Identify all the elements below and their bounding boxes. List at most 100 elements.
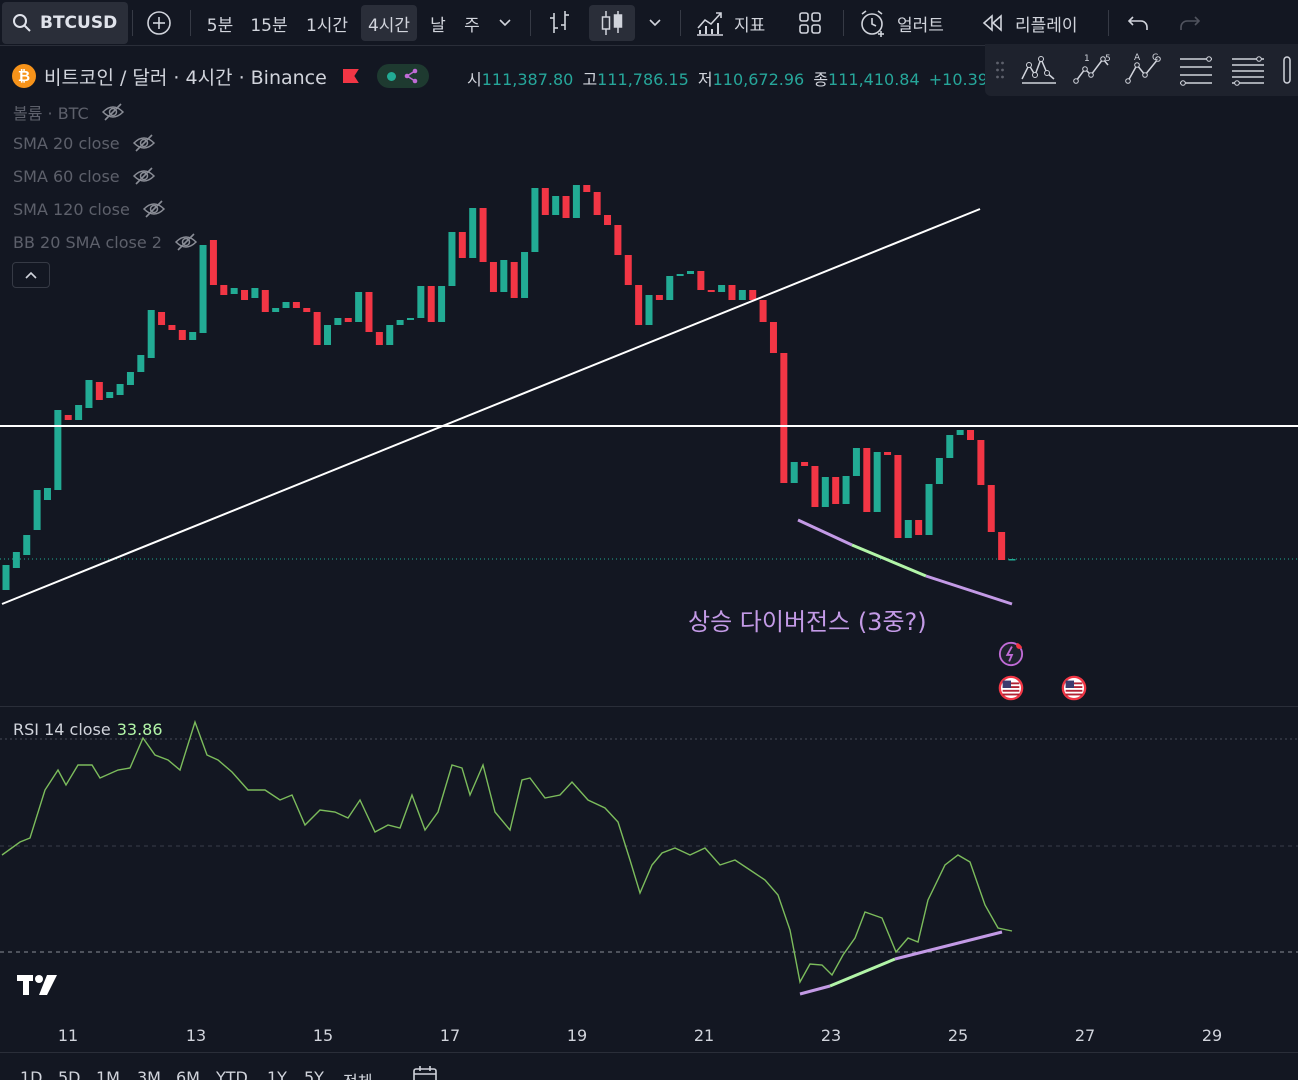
alert-button[interactable]: 얼러트 <box>853 5 961 41</box>
candle-body <box>956 430 964 435</box>
candle-body <box>458 232 466 258</box>
range-ytd-button[interactable]: YTD <box>216 1068 248 1080</box>
svg-text:C: C <box>1152 53 1158 63</box>
chevron-down-icon <box>499 19 511 27</box>
interval-dropdown-button[interactable] <box>492 5 518 41</box>
range-3m-button[interactable]: 3M <box>137 1068 161 1080</box>
candle-body <box>23 535 31 555</box>
candle-body <box>43 488 51 500</box>
redo-button[interactable] <box>1170 5 1210 41</box>
range-all-button[interactable]: 전체 <box>343 1068 372 1080</box>
interval-15m[interactable]: 15분 <box>250 15 288 36</box>
indicator-label: SMA 60 close <box>13 166 120 186</box>
x-tick: 13 <box>185 1026 207 1045</box>
candle-body <box>873 452 881 512</box>
chart-canvas[interactable] <box>0 96 1298 1020</box>
divergence-annotation[interactable]: 상승 다이버전스 (3중?) <box>688 608 927 636</box>
tradingview-logo[interactable] <box>17 973 61 997</box>
candle-body <box>64 415 72 420</box>
interval-5m[interactable]: 5분 <box>206 15 234 36</box>
candle-body <box>313 312 321 345</box>
drag-handle-icon[interactable] <box>995 59 1005 81</box>
us-flag-event-icon[interactable] <box>998 675 1024 701</box>
indicator-sma60[interactable]: SMA 60 close <box>13 166 156 186</box>
indicator-bb20[interactable]: BB 20 SMA close 2 <box>13 232 198 252</box>
divergence-line-purple-1[interactable] <box>797 518 853 547</box>
x-tick: 27 <box>1074 1026 1096 1045</box>
rsi-legend[interactable]: RSI 14 close 33.86 <box>13 720 163 739</box>
bar-style-button[interactable] <box>540 5 580 41</box>
interval-4h[interactable]: 4시간 <box>361 5 417 41</box>
candle-body <box>95 382 103 400</box>
candle-body <box>593 192 601 215</box>
time-axis[interactable]: 11 13 15 17 19 21 23 25 27 29 <box>0 1020 1298 1052</box>
add-symbol-button[interactable] <box>142 5 176 41</box>
indicator-volume[interactable]: 볼륨 · BTC <box>13 100 125 124</box>
interval-week[interactable]: 주 <box>464 15 480 36</box>
replay-button[interactable]: 리플레이 <box>975 5 1093 41</box>
symbol-title[interactable]: 비트코인 / 달러 · 4시간 · Binance <box>44 66 327 89</box>
low-key: 저 <box>697 70 713 89</box>
divergence-line-green[interactable] <box>851 543 927 578</box>
candles-style-button[interactable] <box>589 5 635 41</box>
chart-type-dropdown-button[interactable] <box>642 5 668 41</box>
x-tick: 11 <box>57 1026 79 1045</box>
flag-icon[interactable] <box>342 69 359 83</box>
calendar-icon[interactable] <box>412 1065 438 1080</box>
eye-off-icon[interactable] <box>142 199 166 219</box>
fib-channel-icon[interactable] <box>1229 53 1267 87</box>
eye-off-icon[interactable] <box>132 166 156 186</box>
candle-body <box>489 262 497 292</box>
range-1y-button[interactable]: 1Y <box>267 1068 287 1080</box>
market-status-badge[interactable] <box>376 64 429 88</box>
eye-off-icon[interactable] <box>132 133 156 153</box>
candle-body <box>925 484 933 535</box>
interval-1h[interactable]: 1시간 <box>305 15 349 36</box>
candle-body <box>738 290 746 300</box>
indicator-sma20[interactable]: SMA 20 close <box>13 133 156 153</box>
interval-day[interactable]: 날 <box>430 15 446 36</box>
pattern-icon[interactable] <box>1019 53 1059 87</box>
candle-body <box>552 196 560 215</box>
eye-off-icon[interactable] <box>101 102 125 122</box>
rsi-divergence-green[interactable] <box>829 957 896 988</box>
us-flag-event-icon[interactable] <box>1061 675 1087 701</box>
x-tick: 23 <box>820 1026 842 1045</box>
symbol-name: BTCUSD <box>40 13 118 33</box>
collapse-legend-button[interactable] <box>12 262 50 288</box>
lightning-event-icon[interactable] <box>998 641 1024 667</box>
x-tick: 15 <box>312 1026 334 1045</box>
layouts-button[interactable] <box>790 5 830 41</box>
trend-line[interactable] <box>1 208 981 605</box>
indicator-label: 볼륨 · BTC <box>13 104 89 123</box>
range-5d-button[interactable]: 5D <box>58 1068 81 1080</box>
more-tools-icon[interactable] <box>1281 53 1293 87</box>
symbol-search-button[interactable]: BTCUSD <box>2 2 128 44</box>
candle-body <box>406 318 414 320</box>
candle-body <box>324 325 332 345</box>
x-tick: 21 <box>693 1026 715 1045</box>
indicator-sma120[interactable]: SMA 120 close <box>13 199 166 219</box>
candle-body <box>448 232 456 286</box>
indicators-button[interactable]: 지표 <box>690 5 776 41</box>
range-5y-button[interactable]: 5Y <box>304 1068 324 1080</box>
divergence-line-purple-2[interactable] <box>925 574 1013 606</box>
pane-separator[interactable] <box>0 706 1298 707</box>
fib-icon[interactable] <box>1177 53 1215 87</box>
range-1d-button[interactable]: 1D <box>20 1068 43 1080</box>
market-open-dot <box>386 71 396 81</box>
range-6m-button[interactable]: 6M <box>176 1068 200 1080</box>
indicator-label: SMA 120 close <box>13 199 130 219</box>
undo-button[interactable] <box>1118 5 1158 41</box>
range-1m-button[interactable]: 1M <box>96 1068 120 1080</box>
candle-body <box>510 262 518 298</box>
eye-off-icon[interactable] <box>174 232 198 252</box>
candle-body <box>821 477 829 507</box>
open-value: 111,387.80 <box>481 70 574 89</box>
rsi-divergence-purple-2[interactable] <box>894 930 1003 961</box>
candle-body <box>469 208 477 258</box>
rsi-divergence-purple-1[interactable] <box>799 984 831 996</box>
ohlc-readout: 시111,387.80 고111,786.15 저110,672.96 종111… <box>467 66 999 90</box>
